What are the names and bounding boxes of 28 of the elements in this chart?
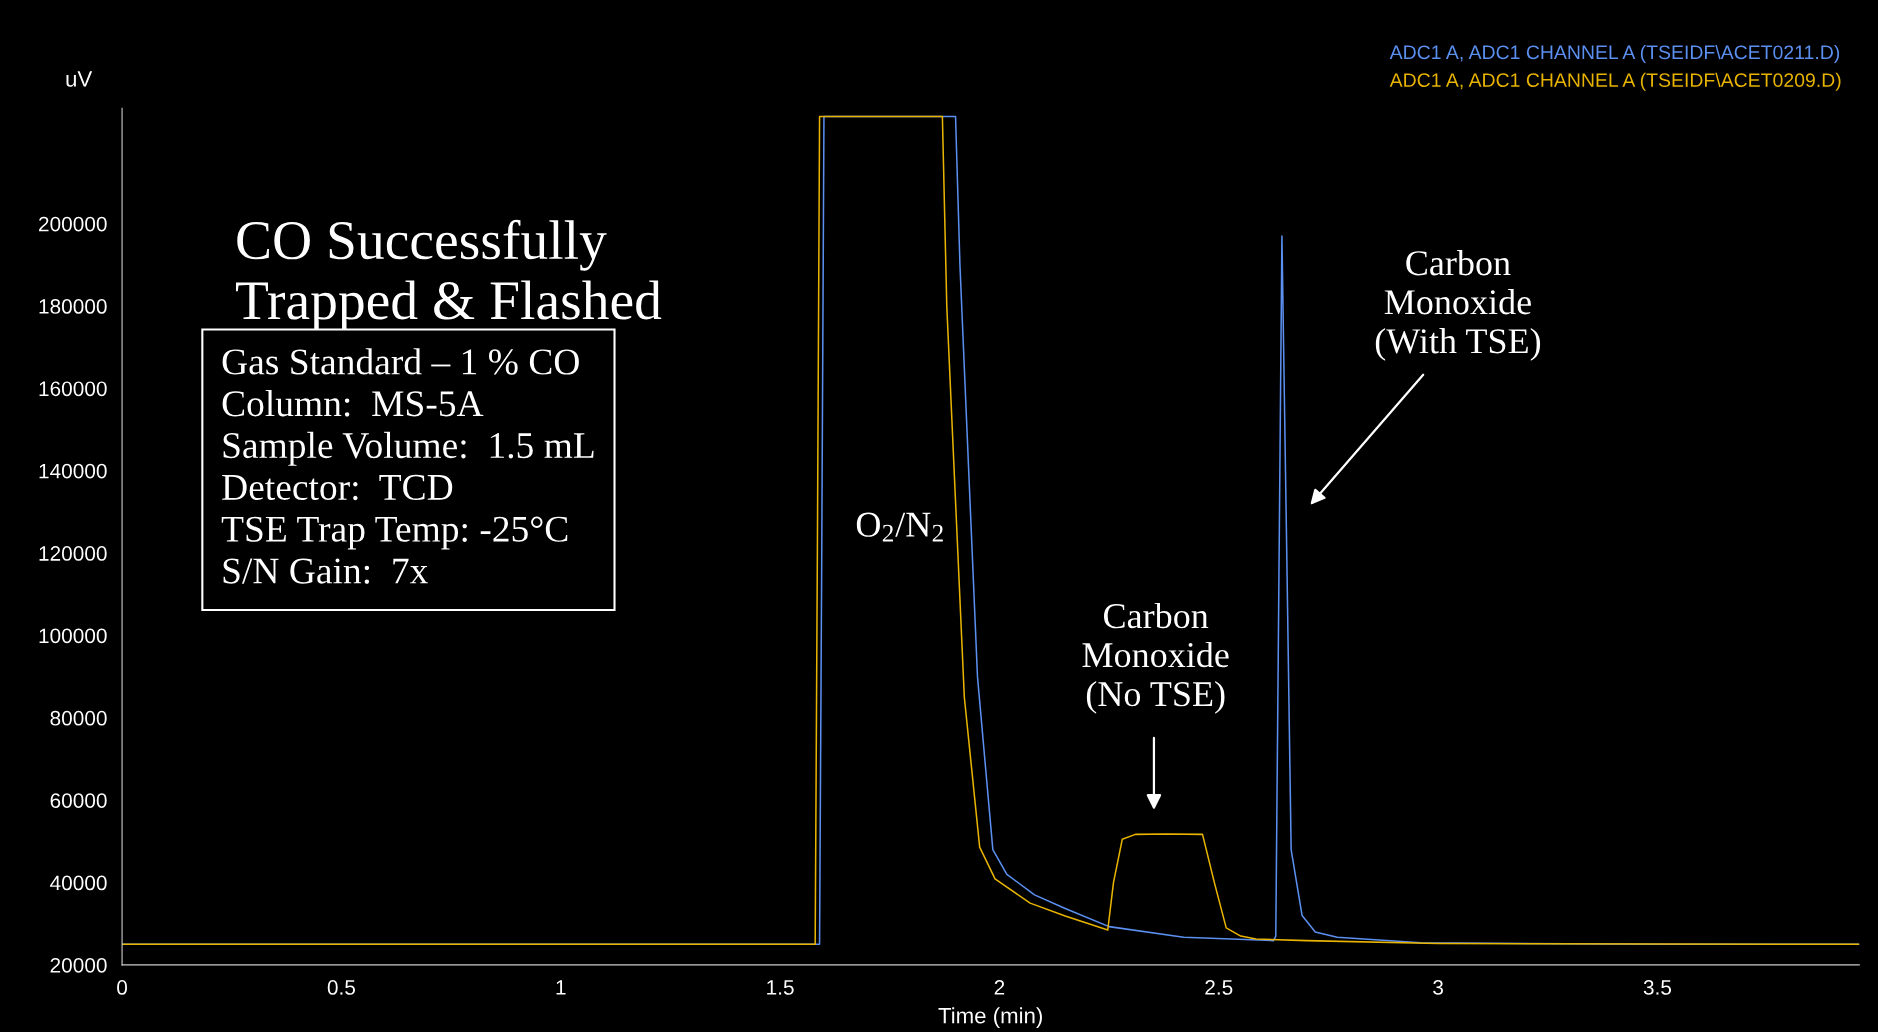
y-tick-label: 200000 — [39, 216, 107, 232]
y-tick-label: 160000 — [39, 381, 107, 397]
x-tick-label: 3 — [1433, 980, 1443, 995]
y-tick-label: 140000 — [39, 463, 107, 479]
y-tick-label: 100000 — [39, 628, 107, 644]
x-tick-label: 1.5 — [767, 980, 794, 995]
line-series — [122, 115, 1860, 946]
x-tick-label: 2.5 — [1205, 980, 1233, 995]
annotation: Gas Standard – 1 % CO Column: MS-5A Sample Volume: 1.5 mL Detector: TCD TSE Trap Temp: -25°C S/N Gain: 7x — [221, 348, 594, 584]
annotation: Carbon Monoxide (No TSE) — [1082, 602, 1229, 714]
x-tick-label: 3.5 — [1643, 980, 1672, 995]
y-tick-label: 60000 — [50, 793, 107, 808]
y-axis-title: uV — [66, 71, 93, 87]
text: ADC1 A, ADC1 CHANNEL A (TSEIDF\ACET0211.D) — [1389, 44, 1840, 63]
annotation: Carbon Monoxide (With TSE) — [1375, 249, 1541, 361]
x-tick-label: 2 — [994, 980, 1005, 995]
y-tick-label: 40000 — [50, 875, 107, 891]
text: CO Successfully Trapped & Flashed — [235, 219, 662, 331]
y-tick-label: 180000 — [39, 299, 107, 314]
text: ADC1 A, ADC1 CHANNEL A (TSEIDF\ACET0209.D) — [1389, 72, 1841, 91]
y-tick-label: 120000 — [39, 546, 107, 561]
annotation: O$_{2}$/N$_{2}$ — [856, 512, 943, 542]
x-axis-title: Time (min) — [938, 1007, 1042, 1028]
x-tick-label: 0.5 — [327, 980, 356, 995]
y-tick-label: 80000 — [50, 710, 107, 726]
x-tick-label: 0 — [117, 980, 128, 995]
y-tick-label: 20000 — [50, 957, 107, 973]
x-tick-label: 1 — [556, 980, 566, 995]
